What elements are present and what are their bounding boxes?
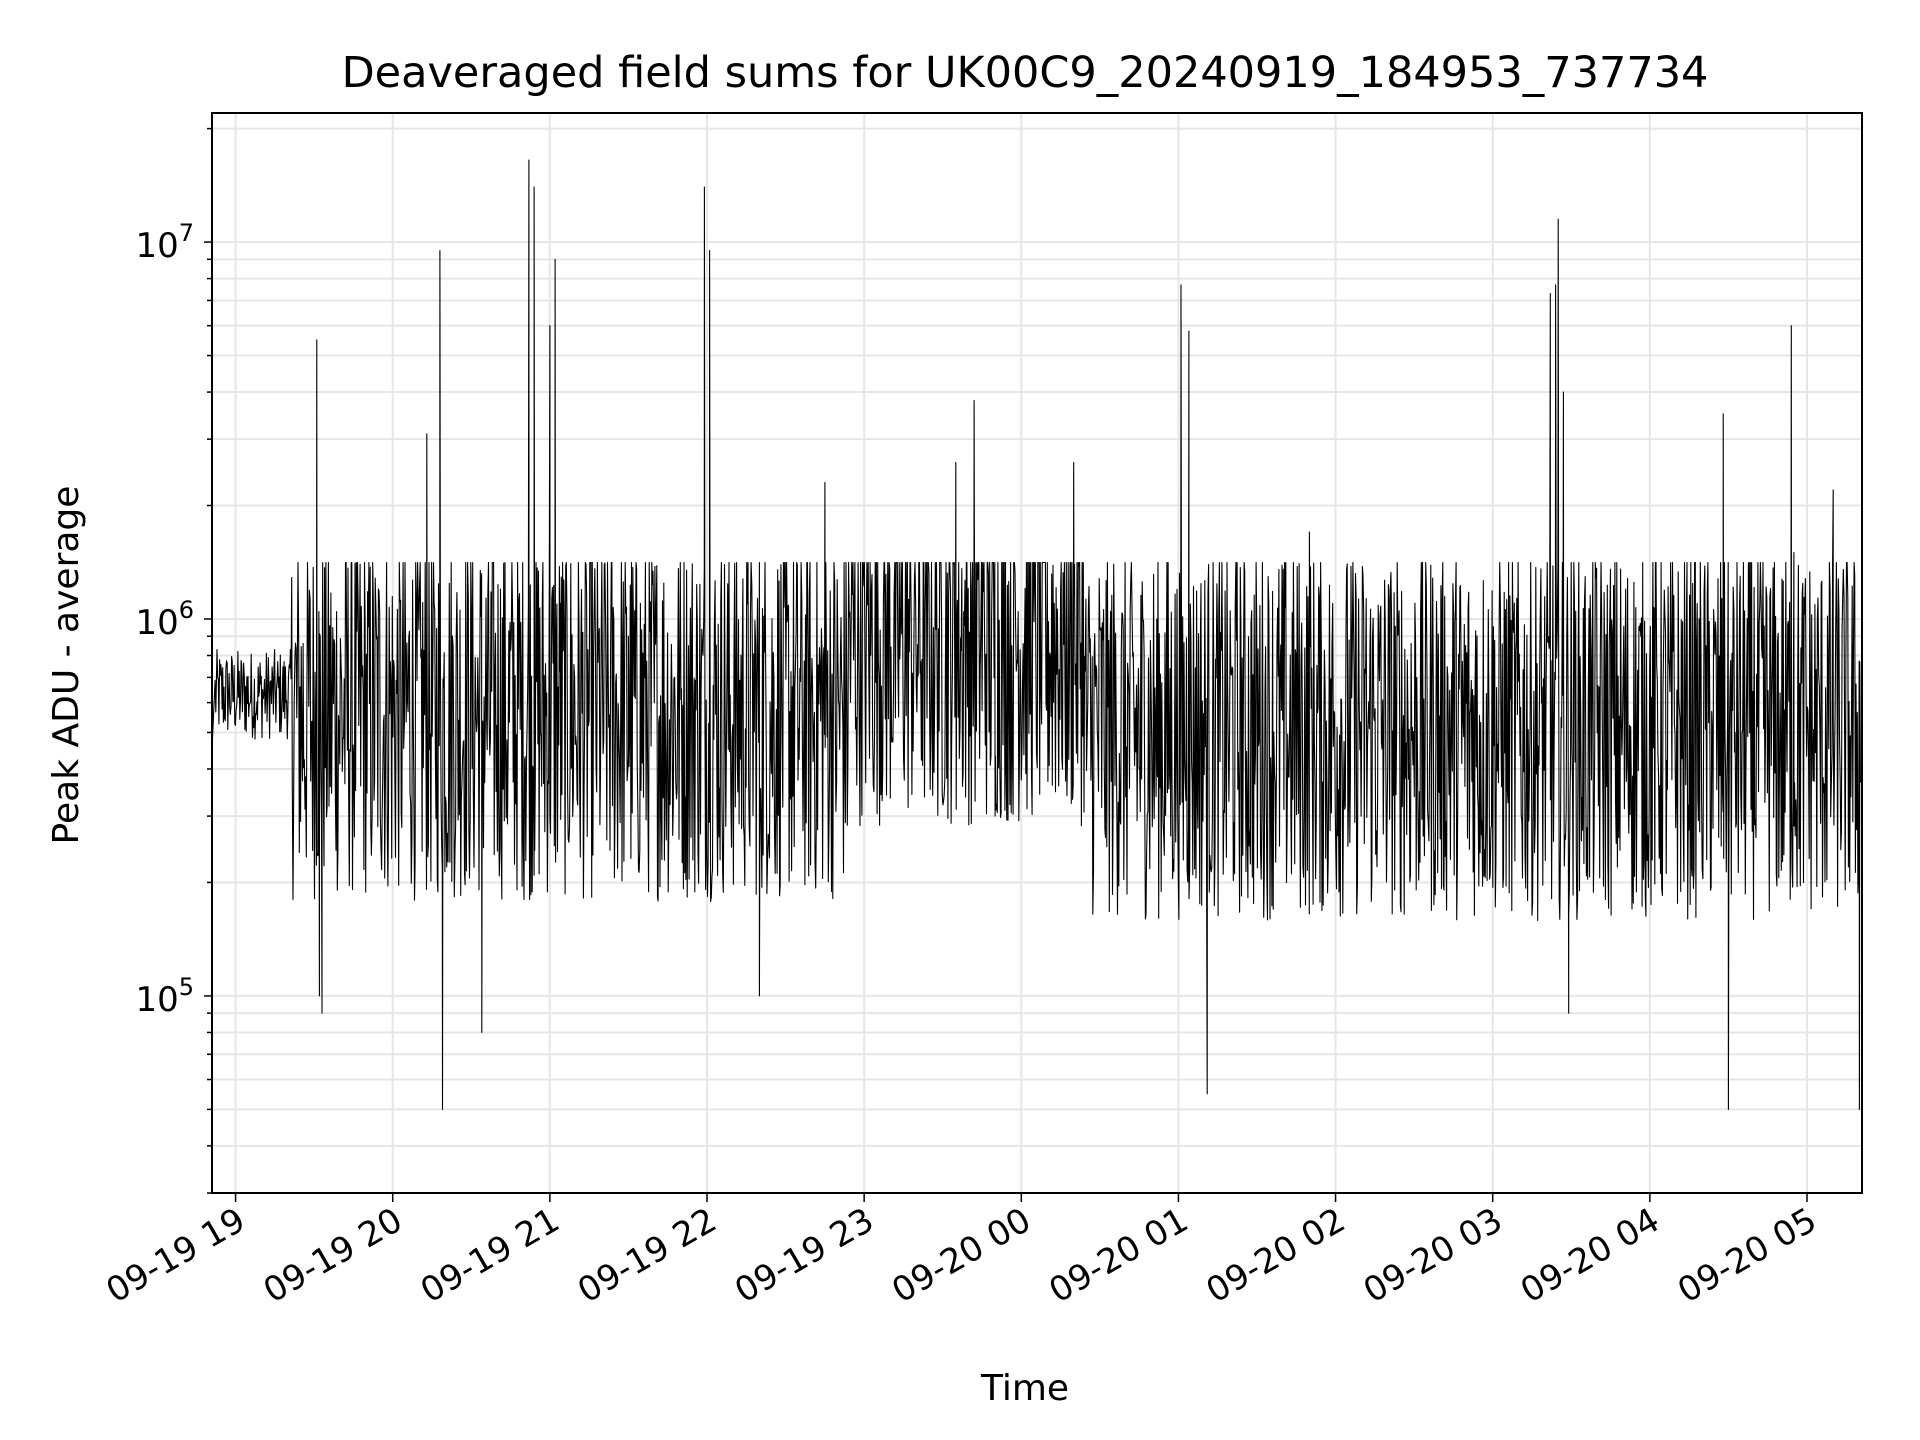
- plot-area-frame: [211, 112, 1863, 1194]
- y-tick-label: 107: [135, 219, 194, 266]
- series-layer: [211, 159, 1861, 1110]
- y-tick-base: 10: [135, 603, 178, 643]
- y-tick-exponent: 5: [179, 973, 194, 1001]
- y-axis-label: Peak ADU - average: [46, 486, 87, 845]
- y-tick-exponent: 6: [179, 596, 194, 624]
- y-tick-label: 106: [135, 596, 194, 643]
- y-tick-exponent: 7: [179, 219, 194, 247]
- series-line: [211, 159, 1861, 1110]
- y-tick-label: 105: [135, 973, 194, 1020]
- grid-lines: [212, 113, 1862, 1194]
- y-tick-base: 10: [135, 226, 178, 266]
- y-tick-base: 10: [135, 980, 178, 1020]
- x-axis-label: Time: [980, 1368, 1069, 1409]
- chart-title: Deaveraged field sums for UK00C9_2024091…: [342, 48, 1709, 98]
